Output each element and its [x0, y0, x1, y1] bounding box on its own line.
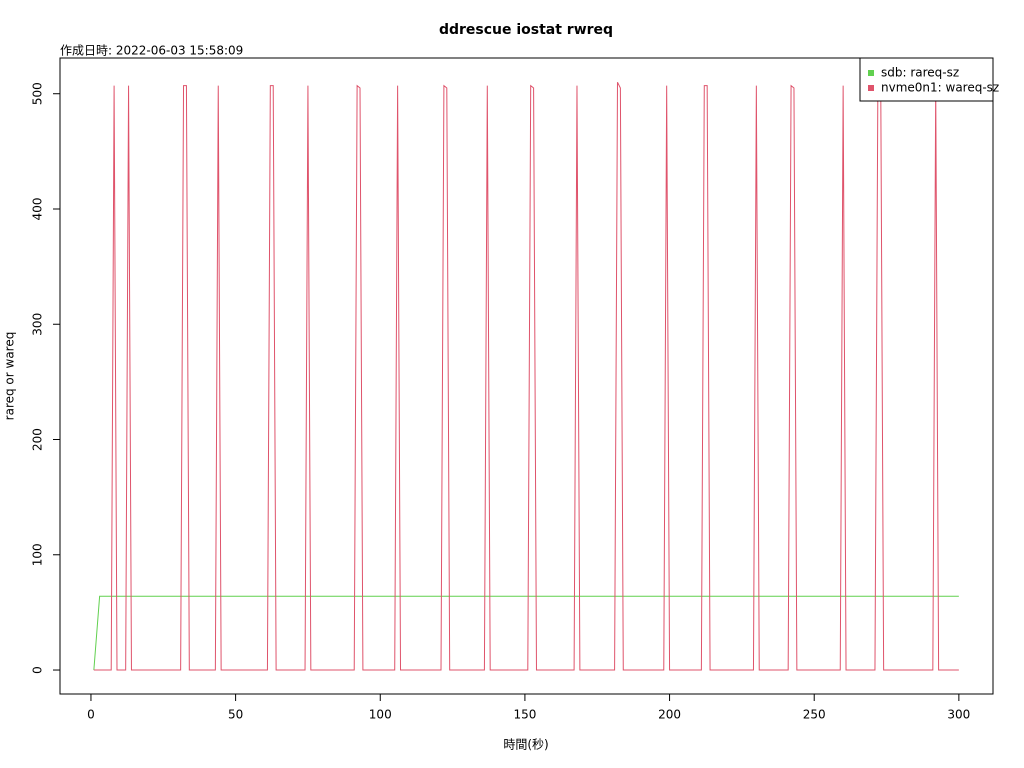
chart-subtitle: 作成日時: 2022-06-03 15:58:09	[60, 44, 243, 58]
y-tick-label: 500	[31, 82, 45, 105]
data-line	[93, 81, 959, 671]
y-tick-label: 100	[31, 543, 45, 566]
x-tick-label: 150	[513, 708, 536, 722]
x-tick-label: 300	[947, 708, 970, 722]
y-tick-label: 300	[31, 313, 45, 336]
x-tick-label: 100	[369, 708, 392, 722]
y-tick-label: 0	[31, 666, 45, 674]
legend-label: nvme0n1: wareq-sz	[881, 81, 999, 95]
x-tick-label: 0	[87, 708, 95, 722]
y-tick-label: 400	[31, 198, 45, 221]
y-axis-label: rareq or wareq	[3, 332, 17, 421]
legend-box	[859, 57, 994, 102]
y-tick-label: 200	[31, 428, 45, 451]
x-axis-label: 時間(秒)	[503, 738, 548, 752]
data-line	[93, 595, 959, 671]
legend-label: sdb: rareq-sz	[881, 66, 959, 80]
x-tick-label: 200	[658, 708, 681, 722]
chart-title: ddrescue iostat rwreq	[439, 22, 613, 38]
legend-swatch	[868, 70, 874, 76]
x-tick-label: 50	[228, 708, 243, 722]
x-tick-label: 250	[803, 708, 826, 722]
legend-swatch	[868, 85, 874, 91]
